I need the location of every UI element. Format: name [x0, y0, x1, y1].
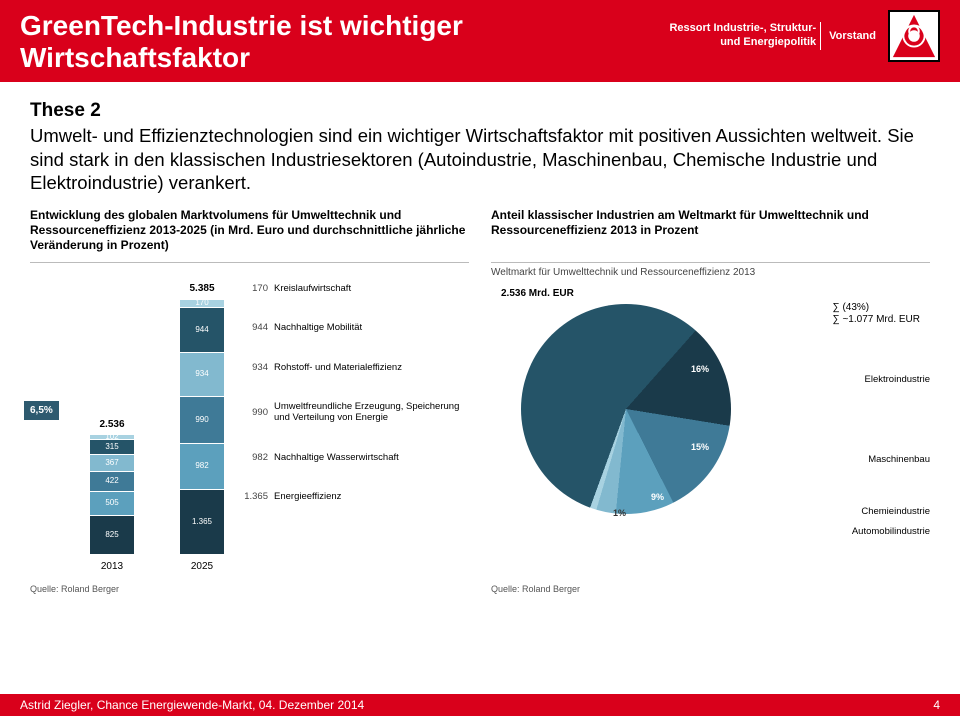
- pie-label-maschinen: Maschinenbau: [868, 454, 930, 465]
- these-label: These 2: [30, 100, 930, 122]
- left-chart-column: Entwicklung des globalen Marktvolumens f…: [30, 208, 469, 594]
- bar-segment: 422: [90, 471, 134, 491]
- legend-row: 1.365 Energieeffizienz: [240, 491, 469, 502]
- vorstand-label: Vorstand: [827, 30, 876, 42]
- pie-chart: [521, 304, 731, 514]
- legend-value: 934: [240, 362, 268, 373]
- right-chart-caption: Anteil klassischer Industrien am Weltmar…: [491, 208, 930, 256]
- bar-segment: 934: [180, 352, 224, 396]
- legend-row: 944 Nachhaltige Mobilität: [240, 322, 469, 333]
- legend-value: 170: [240, 283, 268, 294]
- ressort-block: Ressort Industrie-, Struktur- und Energi…: [669, 22, 821, 50]
- legend-row: 170 Kreislaufwirtschaft: [240, 283, 469, 294]
- header-band: GreenTech-Industrie ist wichtiger Wirtsc…: [0, 0, 960, 82]
- growth-badge: 6,5%: [24, 401, 59, 420]
- footer-text: Astrid Ziegler, Chance Energiewende-Mark…: [20, 698, 364, 712]
- right-quelle: Quelle: Roland Berger: [491, 584, 930, 594]
- legend-label: Nachhaltige Mobilität: [274, 322, 362, 333]
- bar-2013-total: 2.536: [90, 419, 134, 430]
- slide-title: GreenTech-Industrie ist wichtiger Wirtsc…: [20, 10, 463, 74]
- left-chart: 6,5% 2.536 825505422367315102 2013 5.385…: [30, 262, 469, 582]
- bar-segment: 825: [90, 515, 134, 554]
- bar-segment: 944: [180, 307, 224, 352]
- bar-segment: 170: [180, 299, 224, 307]
- page-number: 4: [933, 698, 940, 712]
- footer-band: Astrid Ziegler, Chance Energiewende-Mark…: [0, 694, 960, 716]
- legend-value: 982: [240, 452, 268, 463]
- right-chart: Weltmarkt für Umwelttechnik und Ressourc…: [491, 262, 930, 582]
- pie-label-auto: Automobilindustrie: [852, 526, 930, 537]
- pie-label-chemie: Chemieindustrie: [861, 506, 930, 517]
- right-chart-title: Weltmarkt für Umwelttechnik und Ressourc…: [491, 267, 930, 278]
- content-area: These 2 Umwelt- und Effizienztechnologie…: [0, 82, 960, 193]
- bar-segment: 1.365: [180, 489, 224, 554]
- legend-label: Energieeffizienz: [274, 491, 341, 502]
- bar-2013-label: 2013: [90, 561, 134, 572]
- header-right: Ressort Industrie-, Struktur- und Energi…: [669, 10, 940, 62]
- right-chart-column: Anteil klassischer Industrien am Weltmar…: [491, 208, 930, 594]
- legend-label: Nachhaltige Wasserwirtschaft: [274, 452, 399, 463]
- ressort-line-2: und Energiepolitik: [720, 36, 816, 48]
- left-chart-caption: Entwicklung des globalen Marktvolumens f…: [30, 208, 469, 256]
- bar-2025: 1.365982990934944170: [180, 299, 224, 554]
- legend-row: 990 Umweltfreundliche Erzeugung, Speicher…: [240, 401, 469, 424]
- bar-2013: 825505422367315102: [90, 434, 134, 554]
- bar-segment: 367: [90, 454, 134, 471]
- bar-segment: 990: [180, 396, 224, 443]
- igm-logo: [888, 10, 940, 62]
- legend-value: 944: [240, 322, 268, 333]
- legend-value: 990: [240, 407, 268, 418]
- sigma-value: ∑ ~1.077 Mrd. EUR: [833, 314, 920, 325]
- bar-2025-total: 5.385: [180, 283, 224, 294]
- these-text: Umwelt- und Effizienztechnologien sind e…: [30, 124, 930, 193]
- legend-label: Umweltfreundliche Erzeugung, Speicherung…: [274, 401, 469, 424]
- legend-value: 1.365: [240, 491, 268, 502]
- bar-segment: 505: [90, 491, 134, 515]
- charts-row: Entwicklung des globalen Marktvolumens f…: [0, 208, 960, 594]
- legend-label: Rohstoff- und Materialeffizienz: [274, 362, 402, 373]
- pie-pct-1: 1%: [613, 508, 626, 518]
- pie-pct-maschinen: 15%: [691, 442, 709, 452]
- bar-segment: 315: [90, 439, 134, 454]
- pie-sigma: ∑ (43%) ∑ ~1.077 Mrd. EUR: [833, 302, 920, 326]
- title-line-2: Wirtschaftsfaktor: [20, 42, 250, 73]
- title-line-1: GreenTech-Industrie ist wichtiger: [20, 10, 463, 41]
- bar-2025-label: 2025: [180, 561, 224, 572]
- legend-label: Kreislaufwirtschaft: [274, 283, 351, 294]
- bar-area: 6,5% 2.536 825505422367315102 2013 5.385…: [30, 271, 469, 582]
- ressort-line-1: Ressort Industrie-, Struktur-: [669, 22, 816, 34]
- legend-row: 982 Nachhaltige Wasserwirtschaft: [240, 452, 469, 463]
- pie-pct-chemie: 9%: [651, 492, 664, 502]
- sigma-pct: ∑ (43%): [833, 302, 870, 313]
- left-legend: 170 Kreislaufwirtschaft 944 Nachhaltige Mob…: [240, 283, 469, 531]
- pie-wrap: 2.536 Mrd. EUR ∑ (43%) ∑ ~1.077 Mrd. EUR…: [491, 284, 930, 544]
- legend-row: 934 Rohstoff- und Materialeffizienz: [240, 362, 469, 373]
- bar-segment: 982: [180, 443, 224, 489]
- pie-sum-label: 2.536 Mrd. EUR: [501, 288, 574, 299]
- pie-pct-elektro: 16%: [691, 364, 709, 374]
- pie-label-elektro: Elektroindustrie: [865, 374, 930, 385]
- left-quelle: Quelle: Roland Berger: [30, 584, 469, 594]
